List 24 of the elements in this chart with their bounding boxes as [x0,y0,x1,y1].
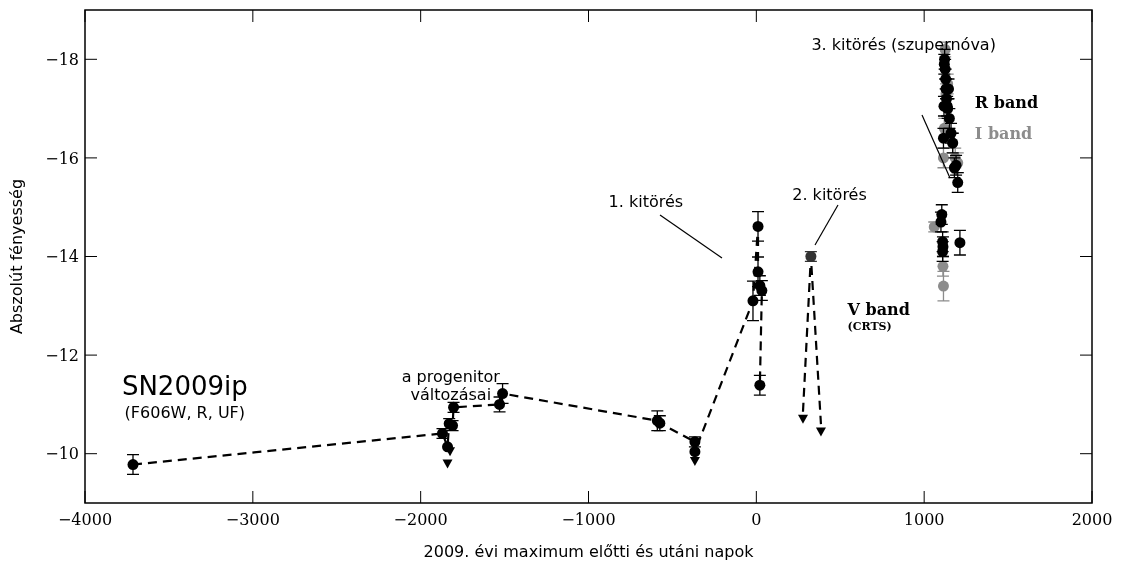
annotation: a progenitor változásai [401,366,501,405]
y-tick-label: −10 [45,444,79,464]
annotation: (CRTS) [847,320,892,334]
x-tick-label: −1000 [561,510,616,529]
series-label: I band [974,124,1033,144]
y-tick-label: −14 [45,247,79,267]
x-tick-label: 0 [751,510,762,529]
x-tick-label: −3000 [225,510,280,529]
annotation: 2. kitörés [792,185,867,205]
y-axis-title: Abszolút fényesség [7,178,26,335]
text: V band [846,299,910,319]
x-tick-label: 2000 [1071,510,1113,529]
x-axis-title: 2009. évi maximum előtti és utáni napok [423,542,755,561]
x-tick-label: 1000 [903,510,945,529]
y-tick-label: −12 [45,345,79,365]
x-tick-label: −2000 [393,510,448,529]
annotation: 1. kitörés [608,192,684,212]
x-tick-label: −4000 [57,510,113,529]
annotation: SN2009ip [121,370,248,401]
y-tick-label: −18 [45,49,79,69]
y-tick-label: −16 [45,148,79,168]
annotation: 3. kitörés (szupernóva) [811,35,996,55]
annotation: (F606W, R, UF) [124,403,246,423]
series-label: R band [974,93,1039,113]
